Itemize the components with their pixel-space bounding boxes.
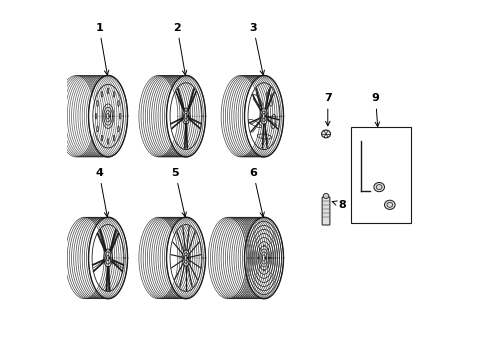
Text: 8: 8: [331, 200, 345, 210]
Text: 4: 4: [95, 168, 108, 217]
Text: 2: 2: [173, 23, 186, 75]
Ellipse shape: [373, 183, 384, 192]
Text: 9: 9: [371, 94, 379, 126]
Text: 1: 1: [95, 23, 109, 75]
Bar: [350, 127, 410, 222]
Text: 5: 5: [171, 168, 186, 217]
Text: 6: 6: [249, 168, 264, 217]
FancyBboxPatch shape: [322, 197, 329, 225]
Ellipse shape: [384, 200, 394, 210]
Text: 3: 3: [249, 23, 264, 75]
Ellipse shape: [321, 130, 330, 138]
Text: 7: 7: [323, 94, 331, 126]
Ellipse shape: [323, 193, 328, 198]
